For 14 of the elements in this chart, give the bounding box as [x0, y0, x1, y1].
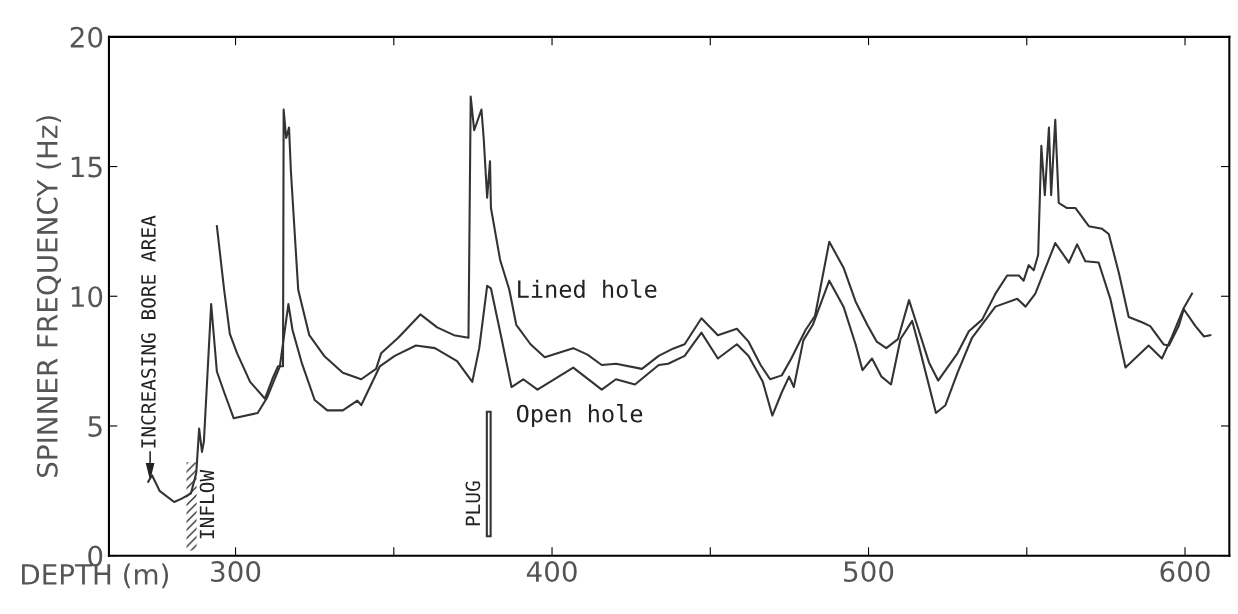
series-label: Lined hole: [518, 279, 657, 298]
annotation: INFLOW: [199, 469, 215, 539]
y-tick-label: 10: [71, 286, 103, 308]
x-tick-label: 600: [1160, 561, 1210, 583]
series-label: Open hole: [516, 404, 643, 428]
annotation: INCREASING BORE AREA: [141, 215, 156, 448]
y-axis-title: SPINNER FREQUENCY (Hz): [36, 116, 62, 477]
x-tick-label: 500: [844, 561, 894, 583]
x-tick-label: 300: [211, 561, 261, 583]
y-tick-label: 15: [71, 156, 102, 178]
annotation: PLUG: [465, 481, 481, 526]
x-tick-label: 400: [526, 561, 577, 583]
y-tick-label: 20: [70, 26, 103, 48]
y-tick-label: 5: [88, 416, 102, 437]
